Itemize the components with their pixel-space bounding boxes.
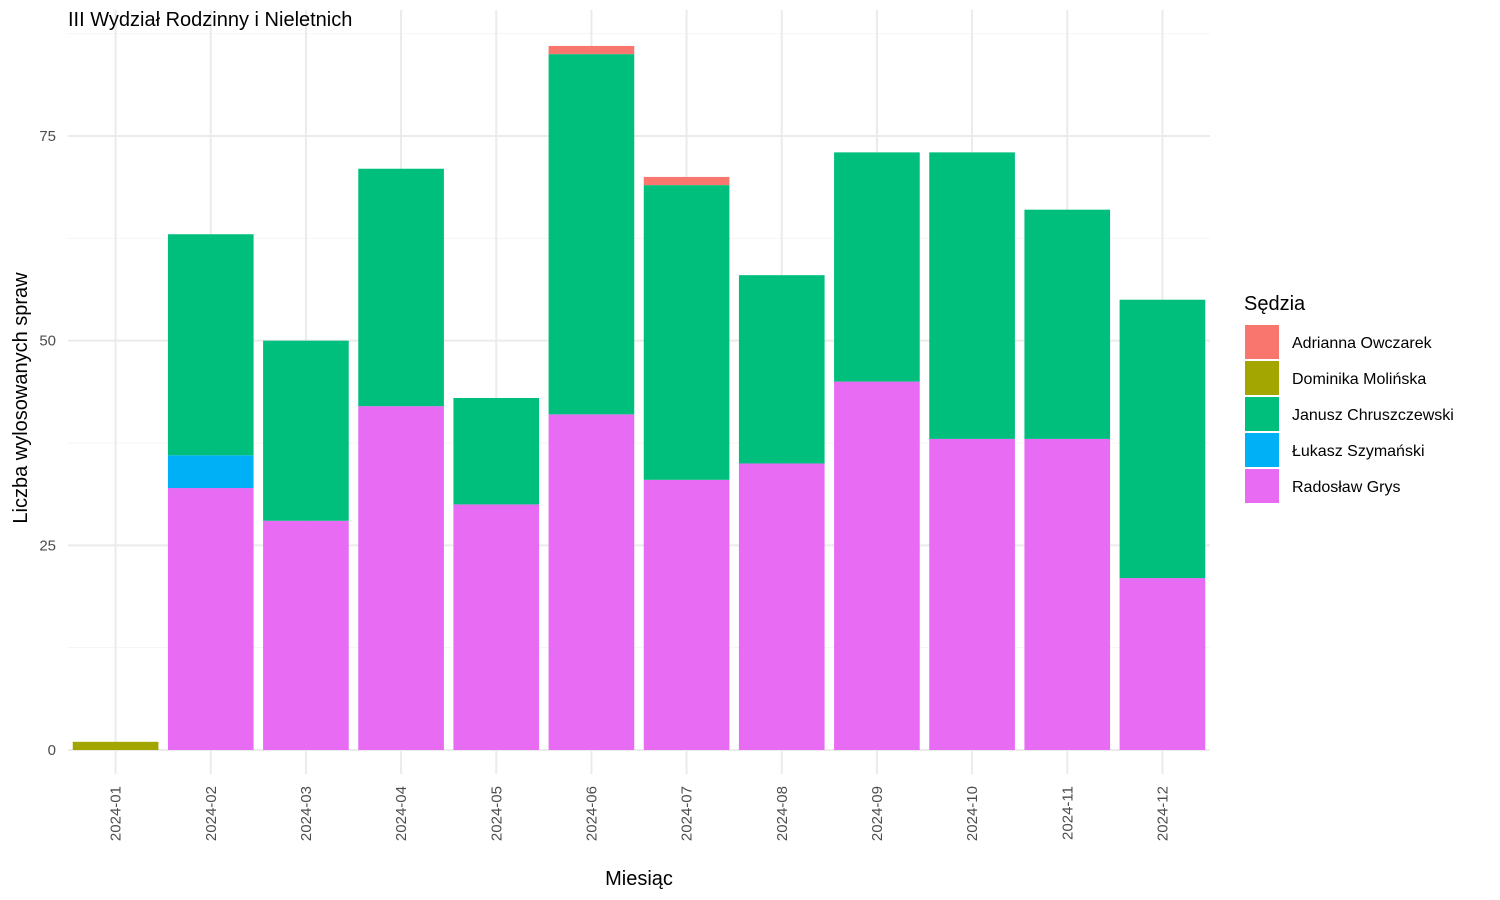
x-axis-ticks: 2024-01 2024-02 2024-03 2024-04 2024-05 2024-… (108, 786, 1172, 841)
bar-segment (738, 275, 825, 464)
x-axis-title: Miesiąc (605, 868, 673, 890)
legend-label: Radosław Grys (1292, 479, 1400, 496)
x-tick-label: 2024-10 (964, 786, 981, 841)
chart-title: III Wydział Rodzinny i Nieletnich (68, 9, 352, 31)
bar-segment (929, 152, 1015, 439)
x-tick-label: 2024-06 (583, 786, 600, 841)
bar-segment (929, 438, 1015, 750)
bar-segment (263, 340, 349, 521)
legend-key (1245, 361, 1279, 395)
bar-segment (358, 168, 444, 407)
bar-segment (1119, 578, 1206, 750)
x-tick-label: 2024-02 (203, 786, 220, 841)
x-tick-label: 2024-09 (869, 786, 886, 841)
bar-segment (548, 54, 635, 415)
bar-segment (548, 414, 635, 750)
legend: Sędzia Adrianna Owczarek Dominika Molińsk… (1244, 293, 1454, 503)
legend-label: Adrianna Owczarek (1292, 335, 1433, 352)
bar-segment (453, 397, 540, 505)
bar-segment (643, 479, 730, 750)
y-tick-label: 25 (39, 537, 56, 554)
bar-segment (834, 152, 920, 382)
x-tick-label: 2024-03 (298, 786, 315, 841)
legend-key (1245, 325, 1279, 359)
bar-segment (1024, 209, 1111, 439)
bar-segment (453, 504, 540, 750)
bar-segment (167, 234, 254, 456)
x-tick-label: 2024-07 (679, 786, 696, 841)
bar-segment (548, 45, 635, 55)
legend-label: Łukasz Szymański (1292, 443, 1425, 460)
bar-segment (167, 455, 254, 489)
legend-title: Sędzia (1244, 293, 1306, 315)
y-tick-label: 0 (48, 742, 56, 759)
legend-label: Janusz Chruszczewski (1292, 407, 1454, 424)
bar-segment (1119, 299, 1206, 579)
x-tick-label: 2024-04 (393, 786, 410, 841)
y-axis-ticks: 0 25 50 75 (39, 128, 56, 759)
bar-segment (263, 520, 349, 750)
x-tick-label: 2024-01 (108, 786, 125, 841)
bar-segment (167, 488, 254, 750)
x-tick-label: 2024-12 (1154, 786, 1171, 841)
legend-key (1245, 397, 1279, 431)
bar-segment (1024, 438, 1111, 750)
y-tick-label: 75 (39, 128, 56, 145)
x-tick-label: 2024-11 (1059, 786, 1076, 840)
x-tick-label: 2024-05 (488, 786, 505, 841)
x-tick-label: 2024-08 (774, 786, 791, 841)
y-tick-label: 50 (39, 333, 56, 350)
legend-key (1245, 433, 1279, 467)
bar-segment (72, 741, 159, 750)
bar-segment (738, 463, 825, 750)
legend-label: Dominika Molińska (1292, 371, 1426, 388)
bar-segment (643, 176, 730, 186)
bar-segment (358, 406, 444, 750)
y-axis-title: Liczba wylosowanych spraw (10, 272, 32, 524)
legend-key (1245, 469, 1279, 503)
legend-items: Adrianna Owczarek Dominika Molińska Janusz… (1245, 325, 1454, 503)
bar-segment (834, 381, 920, 750)
bars (72, 45, 1206, 750)
bar-segment (643, 185, 730, 480)
